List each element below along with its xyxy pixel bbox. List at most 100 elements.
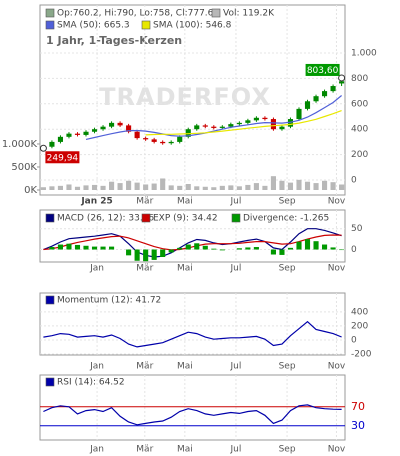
candle-body xyxy=(245,120,251,123)
candle-body xyxy=(253,117,259,121)
candle-body xyxy=(321,91,328,97)
x-tick-label: Nov xyxy=(328,197,346,207)
legend-label: RSI (14): 64.52 xyxy=(57,378,125,388)
bar xyxy=(296,179,302,190)
y-tick-label: 800 xyxy=(351,74,368,84)
annotation-box xyxy=(45,151,80,164)
bar xyxy=(91,184,98,190)
x-tick-label: Jan xyxy=(89,445,104,455)
bar xyxy=(211,187,217,190)
legend-swatch xyxy=(45,20,55,30)
candle-body xyxy=(109,122,115,127)
x-tick-label: Mär xyxy=(136,445,153,455)
legend-swatch xyxy=(141,20,151,30)
y2-tick-label: 1.000K xyxy=(2,139,38,150)
panel xyxy=(39,374,346,441)
y-tick-label: 0 xyxy=(351,335,357,345)
candle-body xyxy=(270,119,276,130)
bar xyxy=(330,247,336,250)
bar xyxy=(279,180,285,190)
legend-label: Momentum (12): 41.72 xyxy=(57,296,161,306)
x-tick-label: Jul xyxy=(230,362,242,372)
line xyxy=(43,234,342,251)
bar xyxy=(202,186,208,190)
candle-body xyxy=(304,101,311,109)
bar xyxy=(194,186,200,190)
candle-body xyxy=(151,139,157,142)
bar xyxy=(245,247,251,250)
x-tick-label: Mär xyxy=(136,362,153,372)
legend-label: EXP (9): 34.42 xyxy=(153,214,218,224)
bar xyxy=(321,244,328,250)
bar xyxy=(296,241,302,250)
bar xyxy=(253,183,259,190)
y-tick-label: 200 xyxy=(351,321,368,331)
candle-body xyxy=(279,126,285,130)
legend-swatch xyxy=(45,295,55,305)
bar xyxy=(49,247,55,250)
x-tick-label: Jan 25 xyxy=(80,197,113,207)
legend-swatch xyxy=(141,213,151,223)
bar xyxy=(117,183,123,190)
x-tick-label: Mär xyxy=(136,197,153,207)
bar xyxy=(330,182,336,190)
bar xyxy=(245,184,251,190)
candle-body xyxy=(313,96,319,102)
bar xyxy=(134,182,140,190)
candle-body xyxy=(296,108,302,120)
bar xyxy=(57,185,64,190)
candle-body xyxy=(91,129,98,132)
candle-body xyxy=(74,133,81,135)
y-tick-label: 400 xyxy=(351,125,368,135)
bar xyxy=(287,182,294,190)
candle-body xyxy=(339,81,345,84)
bar xyxy=(339,249,345,251)
bar xyxy=(151,183,157,190)
candle-body xyxy=(177,136,183,142)
candle-body xyxy=(126,125,132,132)
line xyxy=(43,320,342,348)
bar xyxy=(66,243,72,250)
bar xyxy=(262,185,268,190)
y-tick-label: 200 xyxy=(351,150,368,160)
bar xyxy=(126,180,132,190)
bar xyxy=(313,241,319,250)
y2-tick-label: 500K xyxy=(11,162,37,173)
legend-label: SMA (50): 665.3 xyxy=(57,21,130,31)
candle-body xyxy=(66,133,72,137)
annotation-point xyxy=(39,144,47,152)
candle-body xyxy=(57,136,64,142)
panel-title: 1 Jahr, 1-Tages-Kerzen xyxy=(46,34,182,47)
bar xyxy=(304,181,311,190)
x-tick-label: Mai xyxy=(177,445,193,455)
bar xyxy=(40,187,46,190)
panel xyxy=(39,4,346,196)
bar xyxy=(228,185,234,190)
y-tick-label: 70 xyxy=(351,400,365,413)
legend-swatch xyxy=(45,213,55,223)
legend-swatch xyxy=(45,8,55,18)
candle-body xyxy=(83,131,89,135)
candle-body xyxy=(117,122,123,126)
candle-body xyxy=(202,125,208,127)
line xyxy=(145,110,342,136)
candle-body xyxy=(330,86,336,92)
bar xyxy=(236,186,242,190)
x-tick-label: Jan xyxy=(89,264,104,274)
bar xyxy=(134,249,140,261)
bar xyxy=(109,181,115,190)
y-tick-label: 600 xyxy=(351,99,368,109)
bar xyxy=(313,183,319,190)
candle-body xyxy=(168,141,174,144)
bar xyxy=(339,184,345,190)
x-tick-label: Nov xyxy=(328,445,346,455)
bar xyxy=(57,244,64,250)
legend-label: SMA (100): 546.8 xyxy=(153,21,232,31)
bar xyxy=(151,249,157,260)
y-tick-label: 0 xyxy=(351,245,357,255)
legend-swatch xyxy=(231,213,241,223)
x-tick-label: Jul xyxy=(230,445,242,455)
legend-label: Vol: 119.2K xyxy=(223,9,275,19)
annotation-box xyxy=(305,63,340,76)
